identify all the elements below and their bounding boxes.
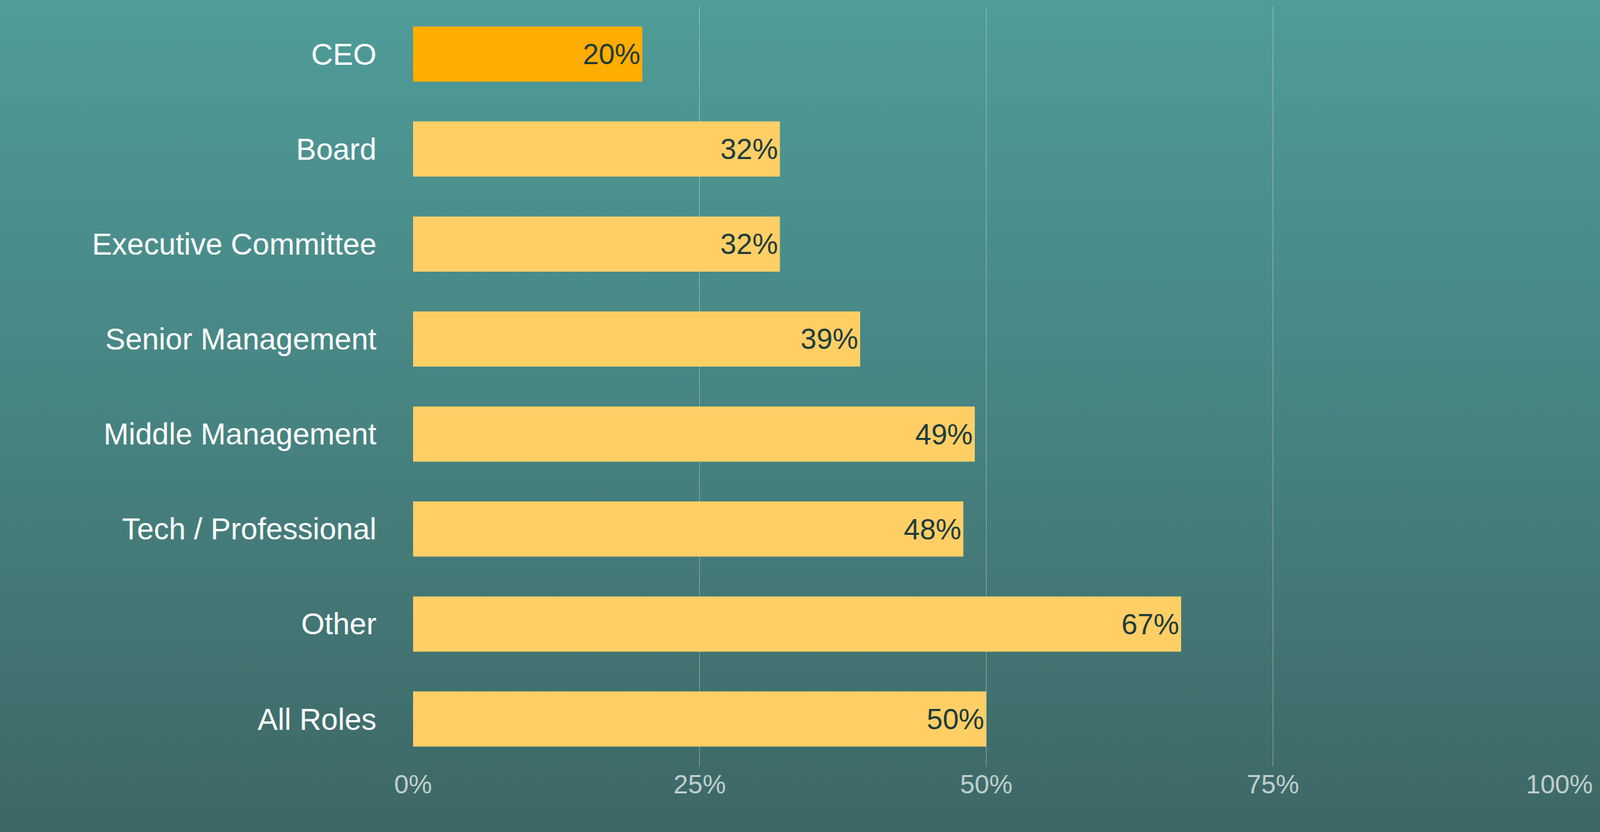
svg-text:50%: 50% (926, 703, 984, 736)
svg-text:Board: Board (295, 132, 377, 167)
svg-text:CEO: CEO (310, 37, 377, 72)
svg-text:32%: 32% (720, 227, 778, 260)
svg-text:50%: 50% (959, 769, 1013, 799)
svg-text:48%: 48% (903, 513, 962, 546)
svg-text:100%: 100% (1526, 769, 1593, 799)
svg-text:39%: 39% (800, 322, 859, 355)
svg-text:0%: 0% (394, 769, 433, 799)
svg-text:49%: 49% (915, 418, 973, 451)
svg-text:Senior Management: Senior Management (105, 322, 377, 357)
svg-text:32%: 32% (720, 132, 778, 165)
svg-text:Tech / Professional: Tech / Professional (121, 511, 377, 546)
svg-text:Other: Other (301, 606, 377, 641)
svg-text:Middle Management: Middle Management (103, 417, 377, 452)
svg-text:Executive Committee: Executive Committee (91, 227, 377, 262)
svg-text:20%: 20% (582, 37, 641, 71)
svg-text:All Roles: All Roles (257, 702, 377, 737)
svg-text:25%: 25% (673, 769, 727, 799)
svg-text:67%: 67% (1121, 608, 1180, 641)
svg-text:75%: 75% (1246, 769, 1299, 799)
